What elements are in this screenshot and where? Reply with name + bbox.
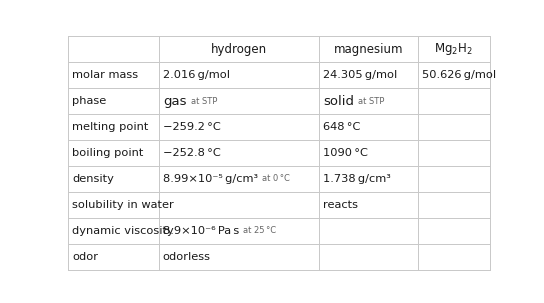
Text: phase: phase: [72, 96, 107, 106]
Text: −252.8 °C: −252.8 °C: [163, 148, 221, 158]
Text: density: density: [72, 174, 114, 184]
Text: 24.305 g/mol: 24.305 g/mol: [323, 70, 397, 80]
Text: solubility in water: solubility in water: [72, 200, 174, 210]
Text: melting point: melting point: [72, 122, 149, 132]
Text: dynamic viscosity: dynamic viscosity: [72, 226, 174, 236]
Text: at 0 °C: at 0 °C: [262, 175, 290, 183]
Text: −259.2 °C: −259.2 °C: [163, 122, 221, 132]
Text: boiling point: boiling point: [72, 148, 144, 158]
Text: at STP: at STP: [358, 97, 385, 106]
Text: odor: odor: [72, 252, 98, 262]
Text: solid: solid: [323, 95, 354, 108]
Text: 8.9×10⁻⁶ Pa s: 8.9×10⁻⁶ Pa s: [163, 226, 239, 236]
Text: at 25 °C: at 25 °C: [243, 226, 276, 235]
Text: 1090 °C: 1090 °C: [323, 148, 368, 158]
Text: 50.626 g/mol: 50.626 g/mol: [422, 70, 496, 80]
Text: 1.738 g/cm³: 1.738 g/cm³: [323, 174, 391, 184]
Text: 2.016 g/mol: 2.016 g/mol: [163, 70, 230, 80]
Text: reacts: reacts: [323, 200, 358, 210]
Text: magnesium: magnesium: [333, 43, 403, 56]
Text: gas: gas: [163, 95, 187, 108]
Text: Mg$_2$H$_2$: Mg$_2$H$_2$: [435, 41, 473, 57]
Text: 8.99×10⁻⁵ g/cm³: 8.99×10⁻⁵ g/cm³: [163, 174, 258, 184]
Text: 648 °C: 648 °C: [323, 122, 361, 132]
Text: odorless: odorless: [163, 252, 211, 262]
Text: molar mass: molar mass: [72, 70, 138, 80]
Text: at STP: at STP: [190, 97, 217, 106]
Text: hydrogen: hydrogen: [211, 43, 267, 56]
